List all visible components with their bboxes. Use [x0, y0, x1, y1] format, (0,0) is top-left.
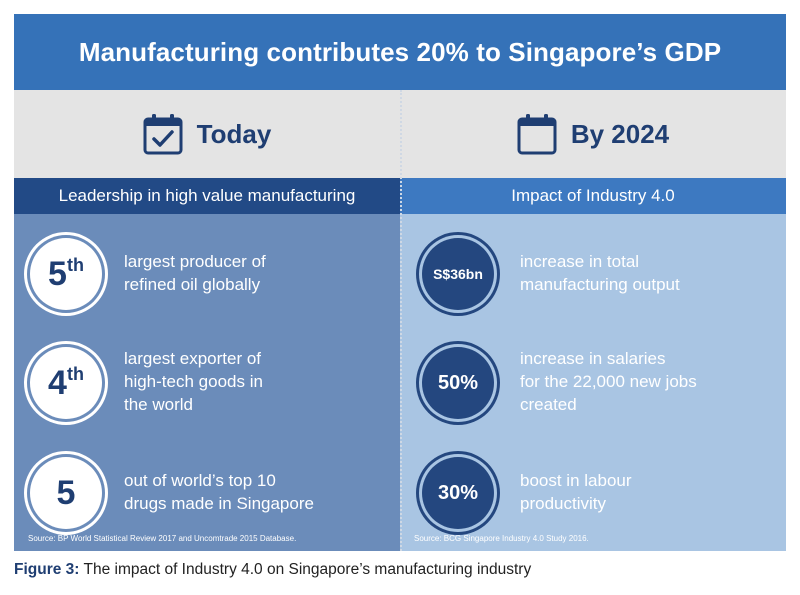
stat-description: boost in labour productivity [520, 469, 780, 515]
calendar-icon [517, 114, 557, 155]
impact-stat-1: S$36bn increase in total manufacturing o… [400, 238, 786, 310]
rank-suffix: th [66, 254, 84, 275]
by-2024-panel: S$36bn increase in total manufacturing o… [400, 214, 786, 551]
today-heading-group: Today [14, 90, 400, 178]
stat-line: manufacturing output [520, 275, 680, 294]
today-source-note: Source: BP World Statistical Review 2017… [28, 534, 297, 543]
stat-description: largest producer of refined oil globally [124, 250, 384, 296]
figure-caption: Figure 3: The impact of Industry 4.0 on … [14, 561, 531, 579]
stat-description: increase in total manufacturing output [520, 250, 780, 296]
stat-line: the world [124, 395, 193, 414]
rank-badge: 5 [30, 457, 102, 529]
figure-caption-text: The impact of Industry 4.0 on Singapore’… [79, 561, 532, 578]
stat-line: increase in total [520, 252, 640, 271]
stat-line: boost in labour [520, 471, 632, 490]
rank-number: 4 [48, 363, 67, 402]
by-2024-heading-group: By 2024 [400, 90, 786, 178]
by-2024-heading: By 2024 [570, 118, 670, 149]
stat-line: for the 22,000 new jobs [520, 372, 697, 391]
infographic: Manufacturing contributes 20% to Singapo… [14, 14, 786, 551]
impact-stat-2: 50% increase in salaries for the 22,000 … [400, 347, 786, 419]
today-stat-3: 5 out of world’s top 10 drugs made in Si… [14, 457, 400, 529]
infographic-title: Manufacturing contributes 20% to Singapo… [14, 14, 786, 90]
value-badge: S$36bn [422, 238, 494, 310]
impact-stat-3: 30% boost in labour productivity [400, 457, 786, 529]
figure-label: Figure 3: [14, 561, 80, 578]
stat-description: out of world’s top 10 drugs made in Sing… [124, 469, 384, 515]
by-2024-source-note: Source: BCG Singapore Industry 4.0 Study… [414, 534, 589, 543]
value-badge: 30% [422, 457, 494, 529]
calendar-check-icon [143, 114, 183, 155]
stat-line: out of world’s top 10 [124, 471, 276, 490]
value-badge: 50% [422, 347, 494, 419]
leadership-subheading: Leadership in high value manufacturing [14, 178, 400, 214]
stat-line: drugs made in Singapore [124, 494, 314, 513]
stat-line: largest producer of [124, 252, 266, 271]
stat-line: increase in salaries [520, 349, 666, 368]
rank-suffix: th [66, 363, 84, 384]
rank-number: 5 [48, 254, 67, 293]
stat-description: largest exporter of high-tech goods in t… [124, 347, 384, 416]
stat-line: largest exporter of [124, 349, 262, 368]
column-divider [400, 90, 402, 551]
today-heading: Today [196, 118, 272, 149]
stat-description: increase in salaries for the 22,000 new … [520, 347, 780, 416]
stat-line: refined oil globally [124, 275, 261, 294]
stat-line: high-tech goods in [124, 372, 263, 391]
stat-line: productivity [520, 494, 606, 513]
stat-line: created [520, 395, 577, 414]
industry-subheading: Impact of Industry 4.0 [400, 178, 786, 214]
rank-number: 5 [56, 473, 76, 512]
